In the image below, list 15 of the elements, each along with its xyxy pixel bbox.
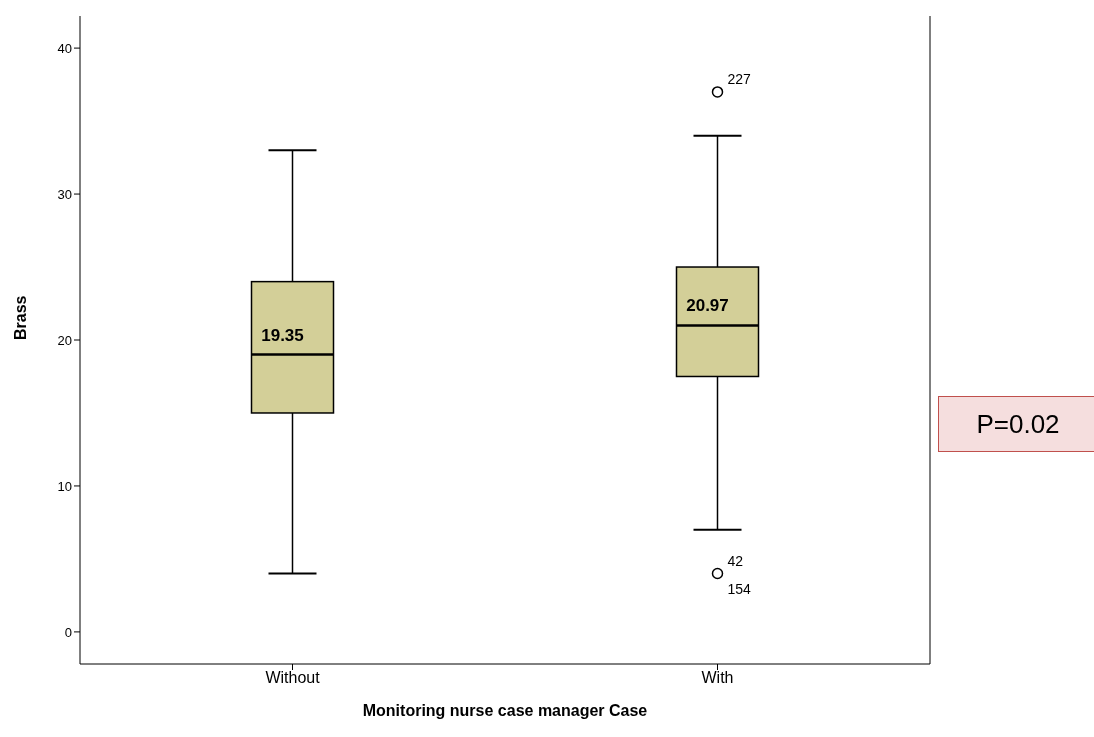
y-tick-label: 40 — [57, 40, 72, 56]
x-axis-title: Monitoring nurse case manager Case — [362, 702, 648, 719]
x-tick-label: With — [701, 669, 734, 687]
annotation: 227 — [727, 70, 752, 87]
y-tick-label: 10 — [57, 478, 72, 494]
annotation: 154 — [727, 580, 752, 597]
text: P=0.02 — [938, 396, 1094, 452]
annotation: 42 — [727, 552, 744, 569]
y-tick-label: 30 — [57, 186, 72, 202]
y-tick-label: 0 — [64, 624, 72, 640]
x-tick-label: Without — [265, 669, 321, 687]
y-axis-title: Brass — [11, 295, 29, 340]
y-tick-label: 20 — [57, 332, 72, 348]
annotation: 20.97 — [686, 296, 729, 316]
annotation: 19.35 — [261, 325, 304, 345]
